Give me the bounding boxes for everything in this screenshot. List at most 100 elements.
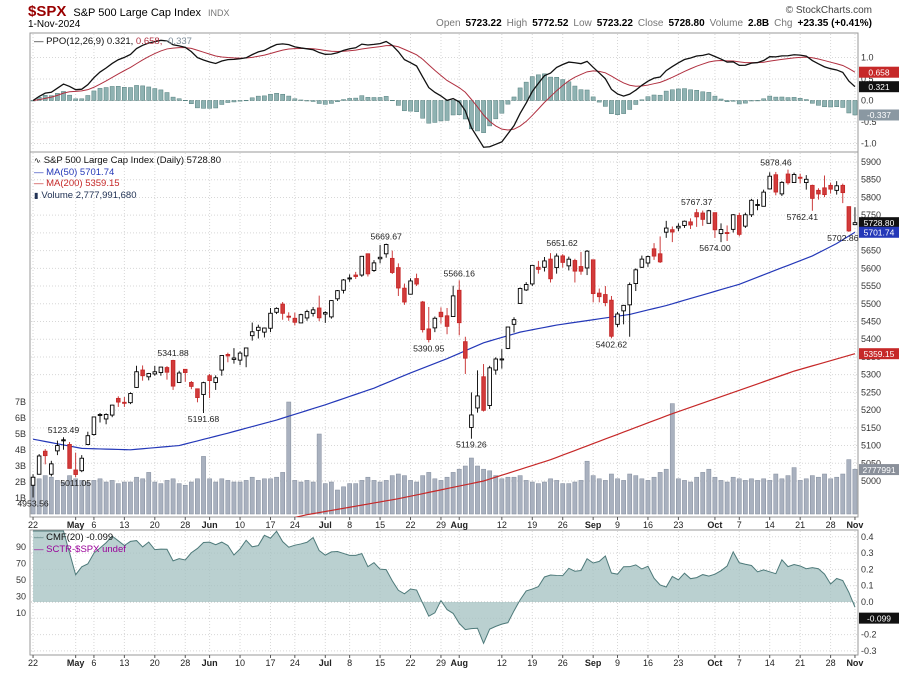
svg-text:22: 22 <box>406 520 416 530</box>
svg-text:-0.3: -0.3 <box>861 646 877 656</box>
svg-text:5119.26: 5119.26 <box>456 440 487 450</box>
svg-text:May: May <box>67 520 85 530</box>
svg-text:5500: 5500 <box>861 299 881 309</box>
stockcharts-copyright-link[interactable]: © StockCharts.com <box>785 5 872 16</box>
svg-text:28: 28 <box>180 658 190 668</box>
high-value: 5772.52 <box>532 18 569 29</box>
chart-date: 1-Nov-2024 <box>28 19 81 30</box>
sctr-legend-text: — SCTR-$SPX undef <box>34 543 126 555</box>
svg-text:5B: 5B <box>15 429 26 439</box>
ppo-hist-value: -0.337 <box>164 36 192 47</box>
page-title: S&P 500 Large Cap Index <box>73 7 201 19</box>
svg-text:5300: 5300 <box>861 370 881 380</box>
svg-text:7B: 7B <box>15 397 26 407</box>
svg-text:5767.37: 5767.37 <box>681 197 713 207</box>
svg-text:Sep: Sep <box>585 658 602 668</box>
svg-text:0.3: 0.3 <box>861 548 874 558</box>
svg-text:4953.56: 4953.56 <box>17 498 49 508</box>
svg-text:6: 6 <box>91 658 96 668</box>
svg-text:13: 13 <box>119 658 129 668</box>
svg-text:10: 10 <box>16 608 26 618</box>
svg-text:0.658: 0.658 <box>868 67 890 77</box>
svg-text:19: 19 <box>527 520 537 530</box>
svg-text:22: 22 <box>406 658 416 668</box>
svg-text:0.2: 0.2 <box>861 564 874 574</box>
svg-text:22: 22 <box>28 520 38 530</box>
price-plot-icon: ∿ <box>34 156 41 165</box>
svg-text:14: 14 <box>765 520 775 530</box>
svg-text:8: 8 <box>347 520 352 530</box>
svg-text:1B: 1B <box>15 493 26 503</box>
svg-text:29: 29 <box>436 520 446 530</box>
svg-text:6: 6 <box>91 520 96 530</box>
svg-text:5150: 5150 <box>861 423 881 433</box>
svg-text:24: 24 <box>290 658 300 668</box>
svg-text:20: 20 <box>150 658 160 668</box>
volume-bars-icon: ▮ <box>34 191 39 201</box>
svg-text:9: 9 <box>615 520 620 530</box>
exchange-label: INDX <box>207 8 230 18</box>
ppo-legend: — PPO(12,26,9) 0.321, 0.658, -0.337 <box>34 36 192 48</box>
svg-text:2777991: 2777991 <box>862 465 895 475</box>
svg-text:29: 29 <box>436 658 446 668</box>
svg-text:0.5: 0.5 <box>861 74 874 84</box>
volume-label: Volume <box>709 18 744 29</box>
svg-text:5400: 5400 <box>861 334 881 344</box>
low-label: Low <box>573 18 592 29</box>
svg-text:-0.099: -0.099 <box>867 613 891 623</box>
svg-text:5800: 5800 <box>861 192 881 202</box>
svg-text:21: 21 <box>795 520 805 530</box>
svg-text:-0.337: -0.337 <box>867 110 891 120</box>
svg-text:0.0: 0.0 <box>861 96 874 106</box>
svg-text:24: 24 <box>290 520 300 530</box>
svg-text:5701.74: 5701.74 <box>864 227 895 237</box>
svg-text:6B: 6B <box>15 413 26 423</box>
svg-text:10: 10 <box>235 520 245 530</box>
svg-text:15: 15 <box>375 520 385 530</box>
svg-text:Jul: Jul <box>319 658 332 668</box>
svg-text:Oct: Oct <box>707 658 722 668</box>
svg-text:17: 17 <box>265 658 275 668</box>
svg-text:Aug: Aug <box>450 520 468 530</box>
svg-text:13: 13 <box>119 520 129 530</box>
svg-text:19: 19 <box>527 658 537 668</box>
svg-text:5000: 5000 <box>861 476 881 486</box>
svg-text:5011.05: 5011.05 <box>60 478 91 488</box>
svg-text:12: 12 <box>497 658 507 668</box>
svg-text:23: 23 <box>673 520 683 530</box>
svg-text:5123.49: 5123.49 <box>48 425 80 435</box>
svg-text:5359.15: 5359.15 <box>864 349 895 359</box>
svg-text:Oct: Oct <box>707 520 722 530</box>
svg-text:5750: 5750 <box>861 210 881 220</box>
svg-text:3B: 3B <box>15 461 26 471</box>
svg-text:9: 9 <box>615 658 620 668</box>
open-value: 5723.22 <box>465 18 502 29</box>
price-legend-text: S&P 500 Large Cap Index (Daily) 5728.80 <box>43 155 221 166</box>
svg-text:16: 16 <box>643 658 653 668</box>
svg-text:5191.68: 5191.68 <box>188 414 220 424</box>
ma200-legend: — MA(200) 5359.15 <box>34 178 120 190</box>
ppo-line-icon: — <box>34 36 44 47</box>
chg-label: Chg <box>774 18 793 29</box>
svg-text:70: 70 <box>16 559 26 569</box>
svg-text:5669.67: 5669.67 <box>370 232 402 242</box>
svg-text:5850: 5850 <box>861 175 881 185</box>
svg-text:5728.80: 5728.80 <box>864 218 895 228</box>
svg-text:-1.0: -1.0 <box>861 139 877 149</box>
volume-legend-row: ▮ Volume 2,777,991,680 <box>34 190 221 202</box>
cmf-legend: — CMF(20) -0.099 — SCTR-$SPX undef <box>34 532 126 555</box>
svg-text:8: 8 <box>347 658 352 668</box>
svg-text:Jun: Jun <box>202 520 218 530</box>
svg-text:1.0: 1.0 <box>861 53 874 63</box>
svg-text:2B: 2B <box>15 477 26 487</box>
close-value: 5728.80 <box>668 18 705 29</box>
quote-strip: Open 5723.22 High 5772.52 Low 5723.22 Cl… <box>436 18 872 29</box>
svg-text:5450: 5450 <box>861 316 881 326</box>
cmf-legend-row: — CMF(20) -0.099 <box>34 532 126 544</box>
svg-text:17: 17 <box>265 520 275 530</box>
svg-text:May: May <box>67 658 85 668</box>
svg-text:4B: 4B <box>15 445 26 455</box>
ma50-legend: — MA(50) 5701.74 <box>34 166 115 178</box>
svg-text:90: 90 <box>16 542 26 552</box>
